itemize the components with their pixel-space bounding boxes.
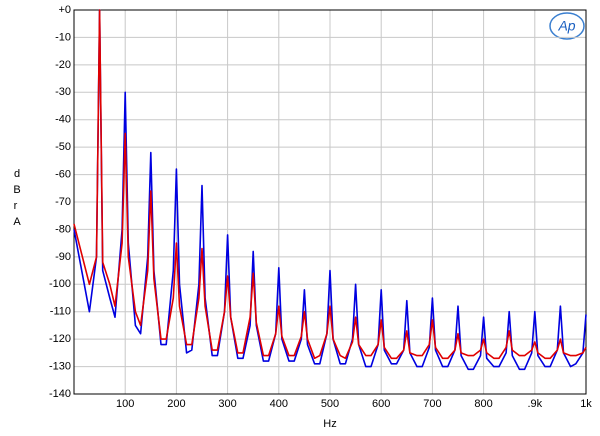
y-tick-label: +0 — [58, 4, 71, 16]
y-tick-label: -70 — [55, 196, 71, 208]
x-tick-label: 300 — [218, 398, 236, 410]
y-tick-label: -10 — [55, 31, 71, 43]
x-tick-label: 600 — [372, 398, 390, 410]
y-tick-label: -30 — [55, 86, 71, 98]
y-tick-label: -110 — [50, 306, 71, 318]
x-tick-label: 200 — [167, 398, 185, 410]
logo: Ap — [557, 18, 575, 34]
y-tick-label: -60 — [55, 168, 71, 180]
y-tick-label: -90 — [55, 251, 71, 263]
x-tick-label: 800 — [474, 398, 492, 410]
x-axis-label: Hz — [323, 418, 336, 430]
x-tick-label: 500 — [321, 398, 339, 410]
y-tick-label: -20 — [55, 59, 71, 71]
y-tick-label: -130 — [49, 360, 71, 372]
logo-ring — [549, 12, 585, 40]
y-tick-label: -100 — [49, 278, 71, 290]
y-tick-label: -120 — [49, 333, 71, 345]
y-tick-label: -80 — [55, 223, 71, 235]
series-line — [73, 9, 587, 360]
x-tick-label: 1k — [580, 398, 592, 410]
x-tick-label: 400 — [270, 398, 288, 410]
y-tick-label: -50 — [55, 141, 71, 153]
x-tick-label: 100 — [116, 398, 134, 410]
x-tick-label: 700 — [423, 398, 441, 410]
y-tick-label: -140 — [49, 388, 71, 400]
y-tick-label: -40 — [55, 114, 71, 126]
y-axis-label: dBr A — [13, 168, 21, 228]
x-tick-label: .9k — [527, 398, 542, 410]
plot-frame — [73, 9, 587, 395]
